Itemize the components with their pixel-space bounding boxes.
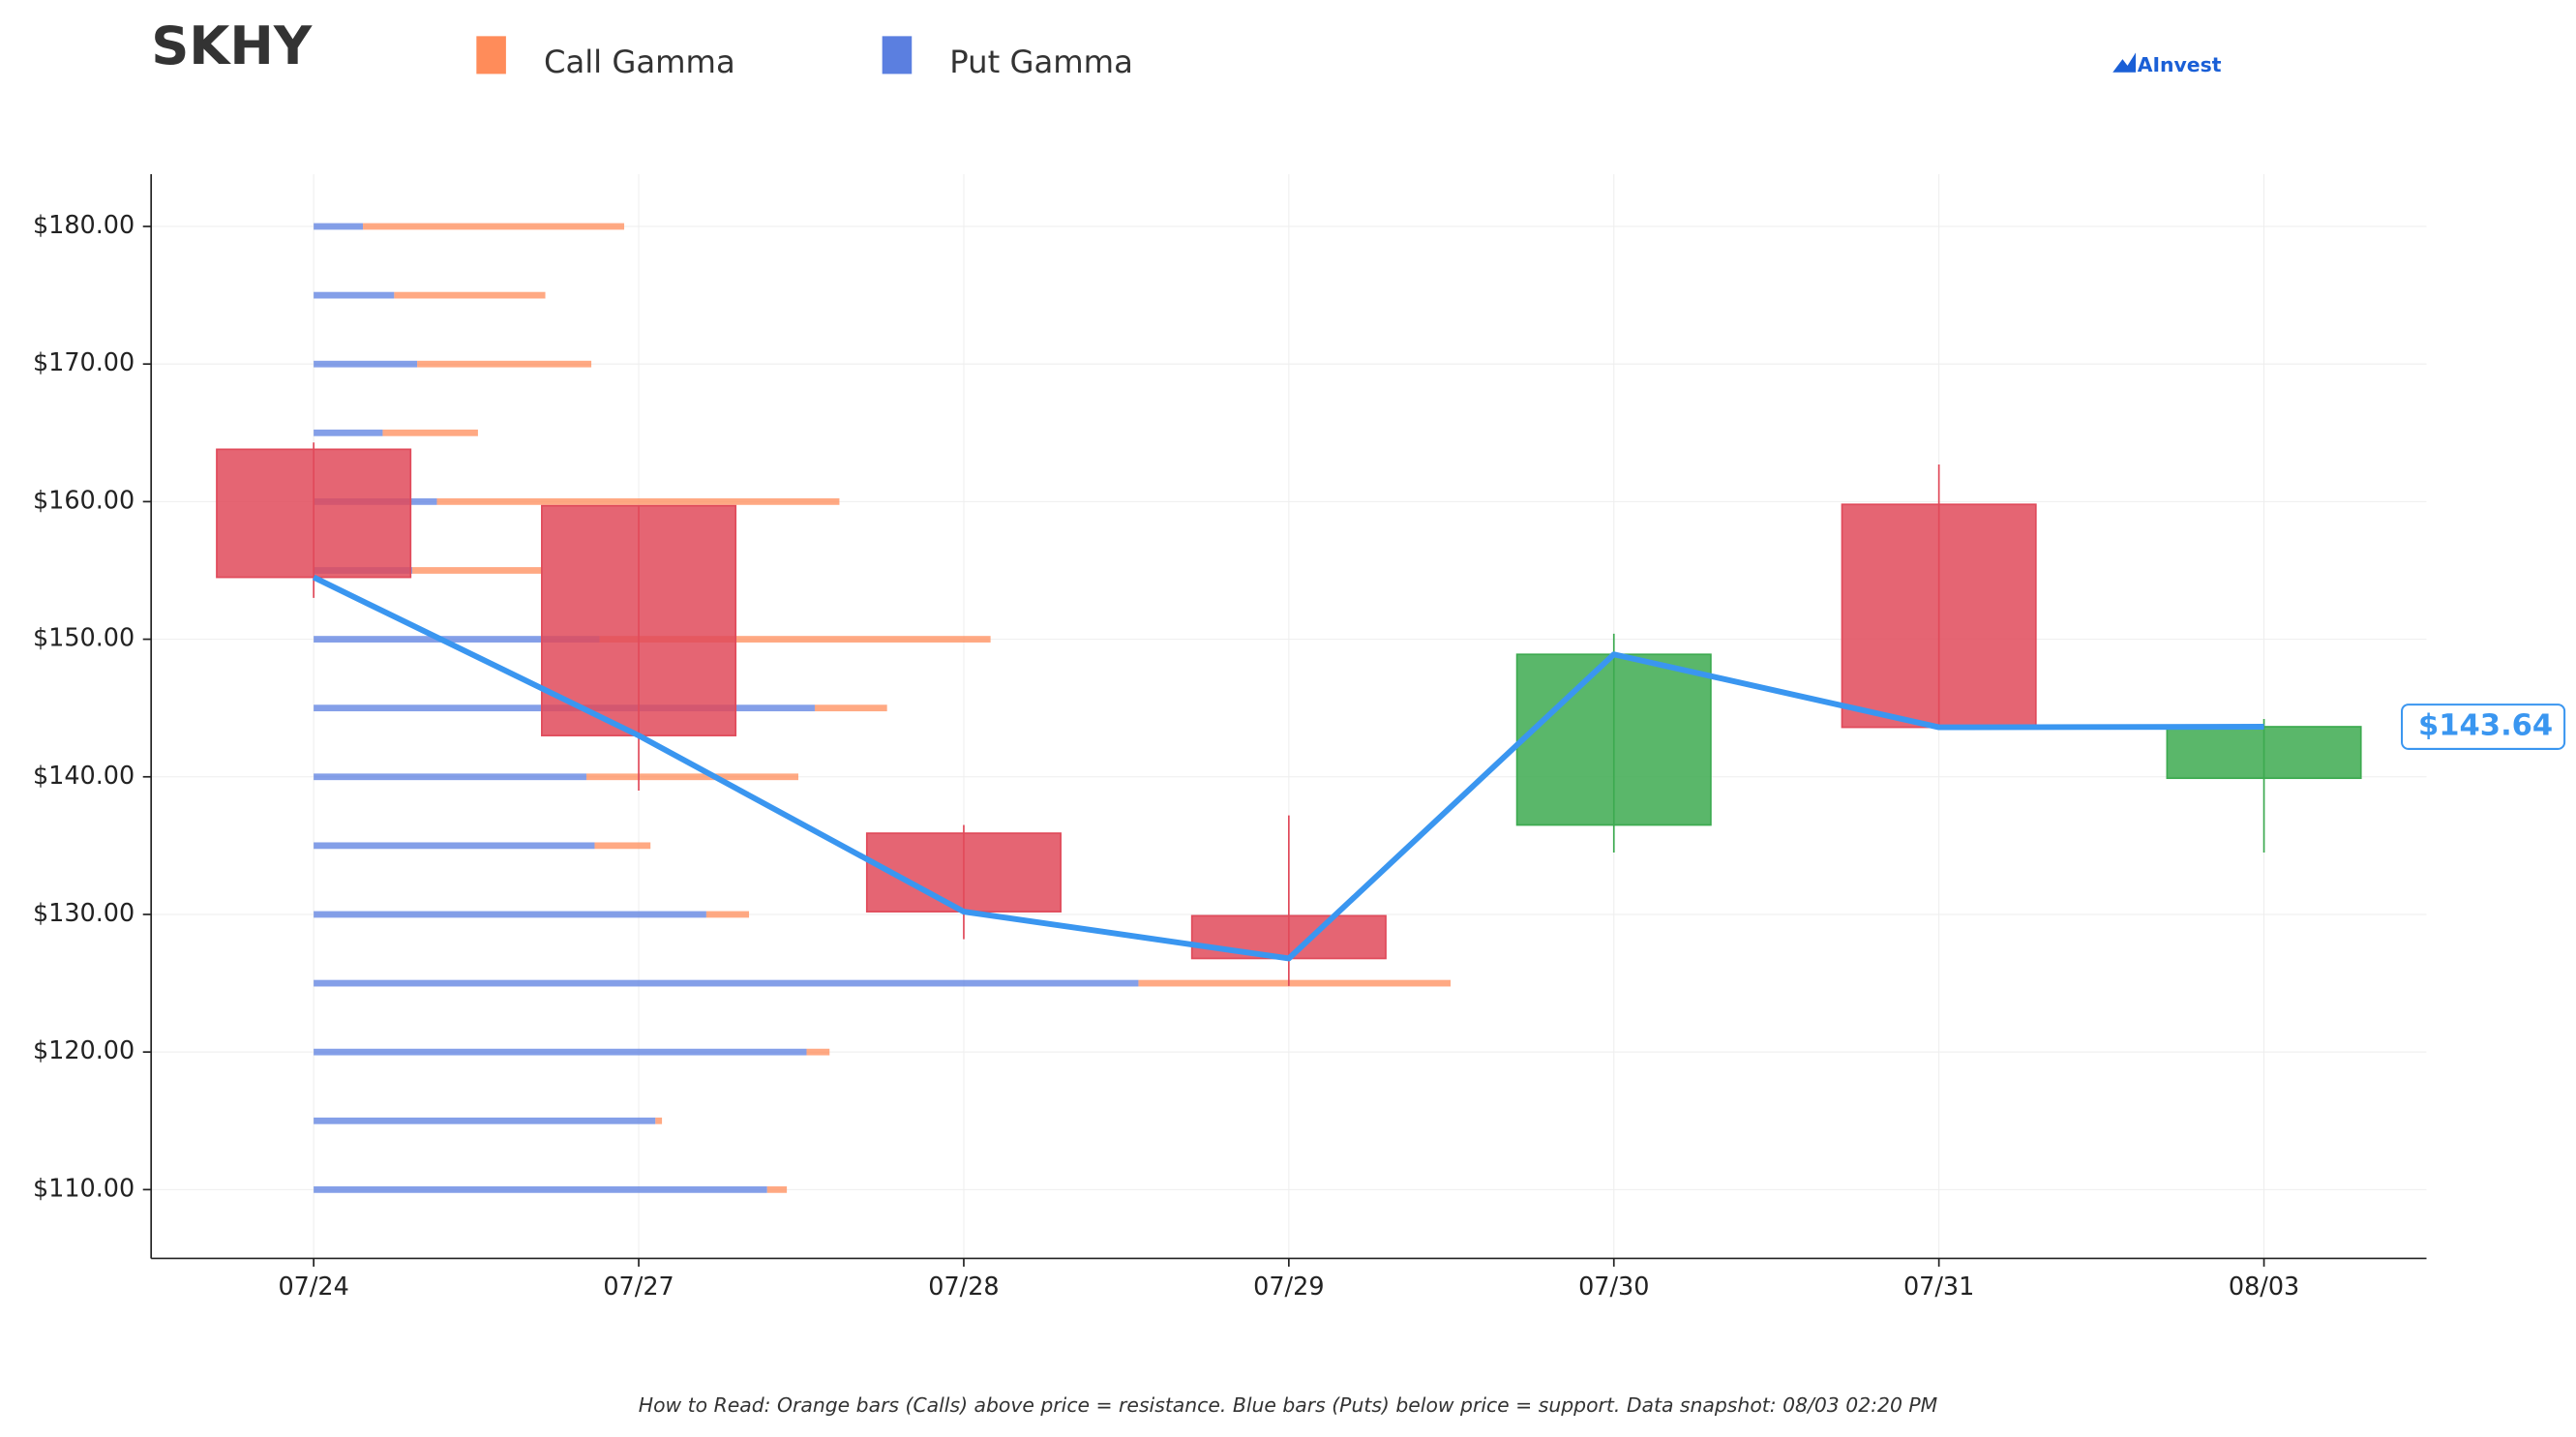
y-tick-label: $170.00 (33, 348, 135, 377)
gamma-bar (314, 842, 595, 850)
gamma-bar (363, 223, 625, 230)
gamma-bar (766, 1185, 788, 1193)
gamma-bar (314, 360, 418, 368)
candle-body (1515, 653, 1712, 826)
y-tick-label: $130.00 (33, 899, 135, 928)
candle-body (541, 504, 737, 736)
gamma-bar (314, 1185, 767, 1193)
y-tick-label: $110.00 (33, 1174, 135, 1203)
gamma-bar (436, 497, 840, 505)
price-label-box (2401, 704, 2566, 750)
gamma-bar (314, 636, 600, 643)
x-tick-label: 07/28 (928, 1272, 999, 1302)
y-tick-label: $150.00 (33, 624, 135, 653)
gamma-bar (314, 1048, 807, 1056)
legend-label: Put Gamma (949, 44, 1133, 80)
legend-label: Call Gamma (544, 44, 735, 80)
gamma-bar (314, 773, 586, 781)
gamma-bar (412, 567, 543, 574)
price-label: $143.64 (2418, 709, 2553, 743)
y-tick-label: $160.00 (33, 486, 135, 515)
gamma-bar (394, 291, 546, 299)
x-tick-label: 07/31 (1903, 1272, 1974, 1302)
y-tick-label: $120.00 (33, 1036, 135, 1065)
gamma-bar (585, 773, 798, 781)
x-tick-label: 07/29 (1253, 1272, 1324, 1302)
gamma-bar (314, 1117, 656, 1124)
candle-body (1841, 503, 2037, 729)
chart-title: SKHY (151, 15, 313, 76)
gamma-bar (314, 291, 395, 299)
legend-swatch (476, 36, 506, 75)
gamma-bar (417, 360, 592, 368)
gamma-bar (594, 842, 651, 850)
gamma-bar (1138, 979, 1452, 987)
legend-swatch (882, 36, 913, 75)
gamma-bar (314, 223, 364, 230)
candle-body (1190, 914, 1387, 960)
gamma-bar (705, 911, 750, 918)
gamma-bar (806, 1048, 830, 1056)
brand-icon (2112, 52, 2137, 73)
gamma-bar (655, 1117, 663, 1124)
y-tick-label: $140.00 (33, 762, 135, 791)
brand: AInvest (2138, 53, 2222, 76)
candle-body (216, 448, 412, 579)
candle-body (2166, 726, 2362, 780)
gamma-bar (814, 704, 887, 712)
gamma-bar (314, 911, 706, 918)
footnote: How to Read: Orange bars (Calls) above p… (639, 1393, 1938, 1417)
gamma-bar (314, 429, 383, 436)
x-tick-label: 07/27 (603, 1272, 674, 1302)
x-tick-label: 08/03 (2229, 1272, 2299, 1302)
y-tick-label: $180.00 (33, 211, 135, 240)
gamma-bar (314, 979, 1139, 987)
x-tick-label: 07/24 (278, 1272, 348, 1302)
x-tick-label: 07/30 (1578, 1272, 1649, 1302)
candle-body (865, 832, 1062, 913)
gamma-bar (599, 636, 991, 643)
close-line (312, 574, 2264, 962)
gamma-bar (382, 429, 478, 436)
